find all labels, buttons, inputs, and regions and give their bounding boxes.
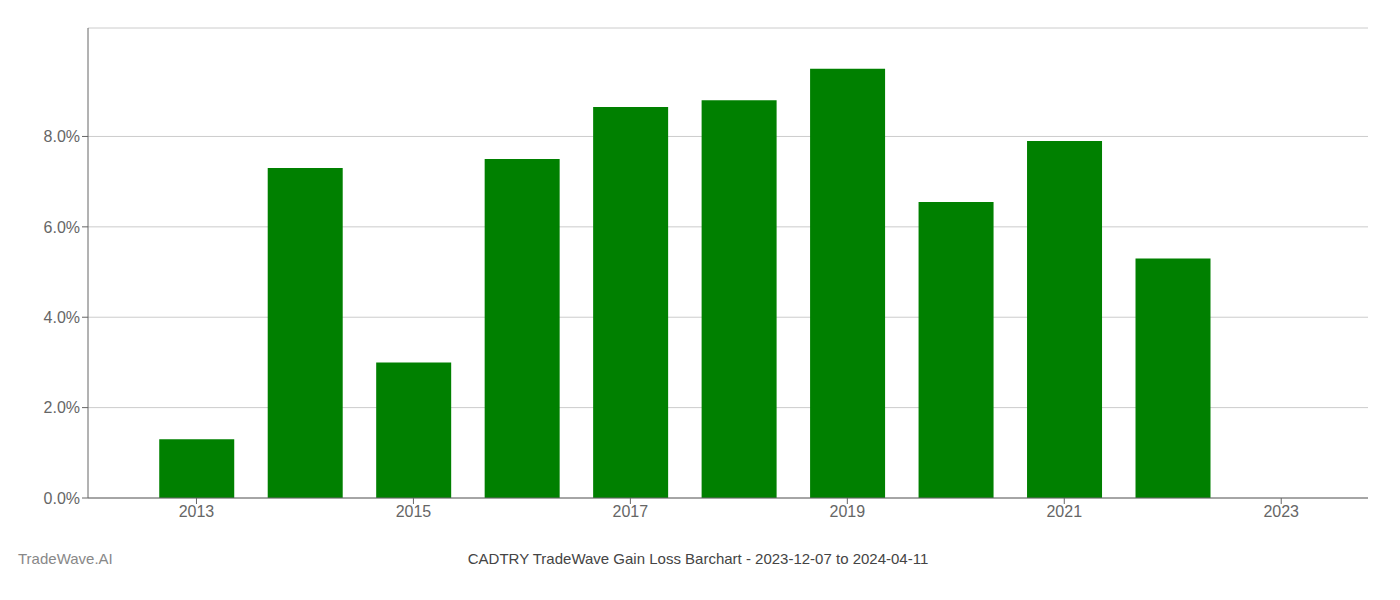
svg-text:0.0%: 0.0% [44,490,80,507]
svg-text:2021: 2021 [1046,503,1082,520]
svg-text:2.0%: 2.0% [44,399,80,416]
html-text:TradeWave.AI: TradeWave.AI [18,549,113,567]
svg-text:2013: 2013 [179,503,215,520]
html-text:CADTRY TradeWave Gain Loss Bar: CADTRY TradeWave Gain Loss Barchart - 20… [467,549,929,567]
svg-text:6.0%: 6.0% [44,219,80,236]
svg-text:2017: 2017 [613,503,649,520]
svg-text:2015: 2015 [396,503,432,520]
svg-text:2019: 2019 [830,503,866,520]
svg-text:4.0%: 4.0% [44,309,80,326]
svg-text:2023: 2023 [1263,503,1299,520]
svg-text:8.0%: 8.0% [44,128,80,145]
